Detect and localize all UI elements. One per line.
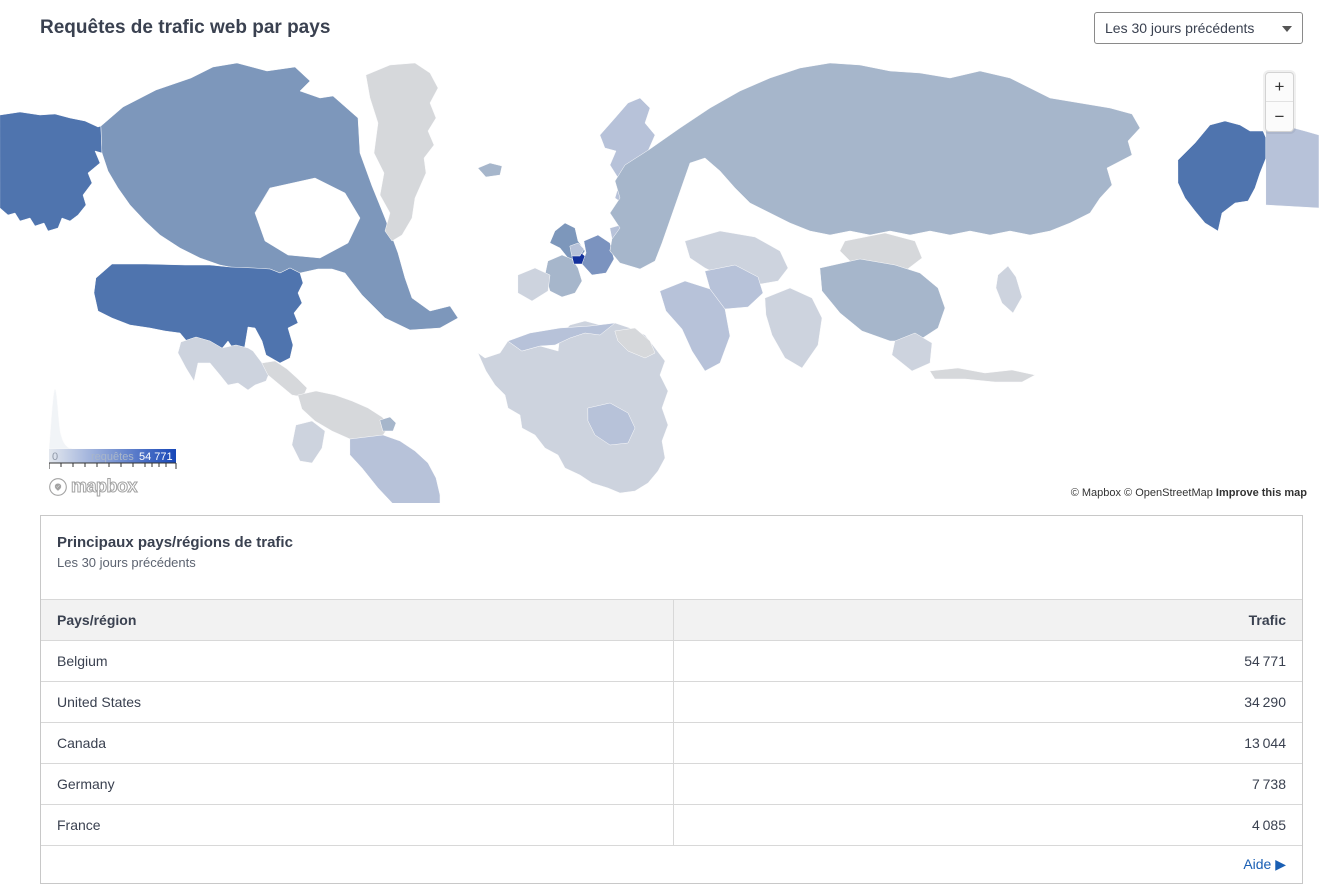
svg-text:0: 0: [52, 451, 58, 463]
svg-text:54 771: 54 771: [139, 451, 173, 463]
svg-text:requêtes: requêtes: [91, 451, 134, 463]
